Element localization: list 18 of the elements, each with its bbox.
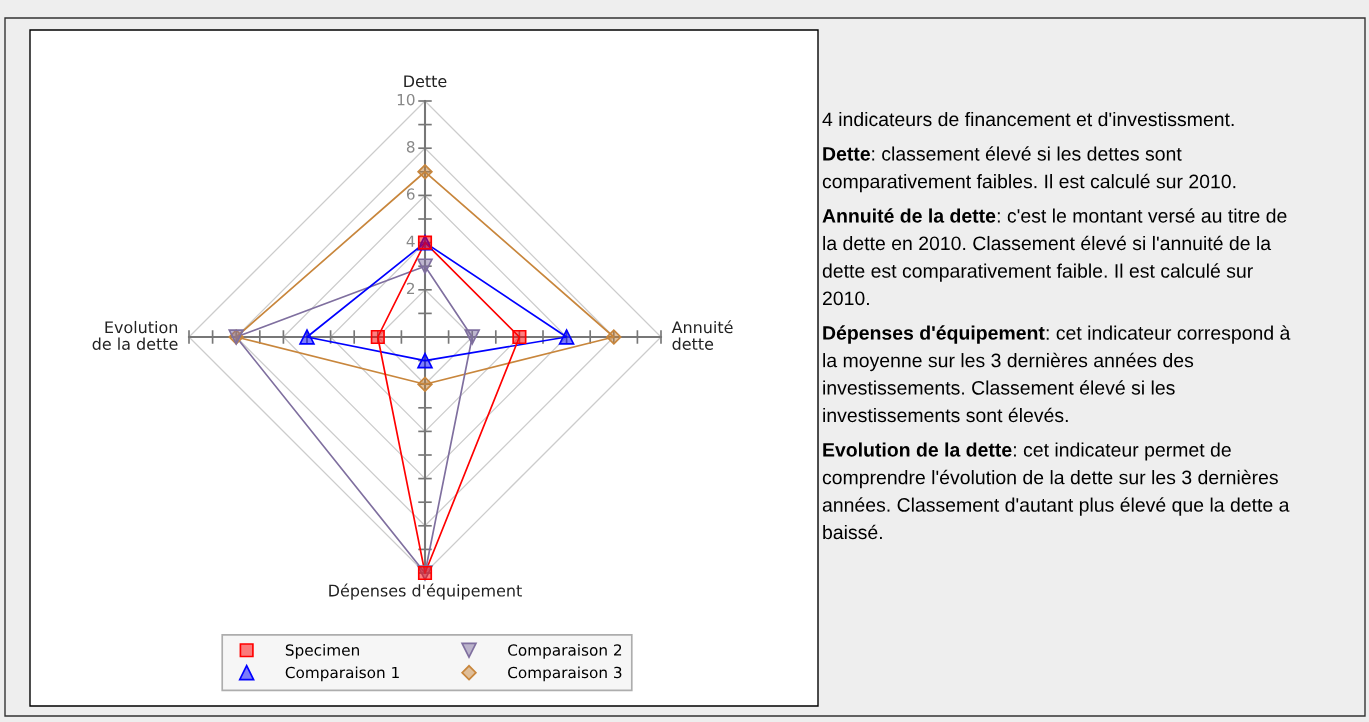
y-tick-label: 6 bbox=[406, 188, 415, 200]
spoke-label: Dette bbox=[404, 75, 447, 88]
y-tick-label: 4 bbox=[406, 235, 415, 247]
text: Evolution de la dette: cet indicateur permet de comprendre l'évolution de la dette sur les 3 dernières années. Classement d'autant plus élevé que la dette a baissé. bbox=[822, 442, 1290, 540]
legend-label: Specimen bbox=[285, 643, 359, 659]
legend-label: Comparaison 1 bbox=[285, 666, 399, 682]
legend-label: Comparaison 3 bbox=[508, 666, 622, 682]
spoke-label: Evolution de la dette bbox=[92, 320, 178, 350]
y-tick-label: 10 bbox=[397, 93, 415, 106]
y-tick-label: 2 bbox=[406, 282, 415, 295]
text: Annuité de la dette: c'est le montant versé au titre de la dette en 2010. Classement élevé si l'annuité de la dette est comparativement faible. Il est calculé sur 2010. bbox=[822, 208, 1287, 306]
legend-label: Comparaison 2 bbox=[508, 643, 622, 659]
text: Dette: classement élevé si les dettes sont comparativement faibles. Il est calculé sur 2010. bbox=[822, 146, 1236, 193]
spoke-label: Dépenses d'équipement bbox=[329, 583, 522, 600]
spoke-label: Annuité dette bbox=[671, 320, 733, 350]
text: Dépenses d'équipement: cet indicateur correspond à la moyenne sur les 3 dernières années des investissements. Classement élevé si les investissements sont élevés. bbox=[823, 325, 1291, 423]
text: 4 indicateurs de financement et d'investissment. bbox=[822, 111, 1234, 127]
y-tick-label: 8 bbox=[406, 141, 415, 153]
